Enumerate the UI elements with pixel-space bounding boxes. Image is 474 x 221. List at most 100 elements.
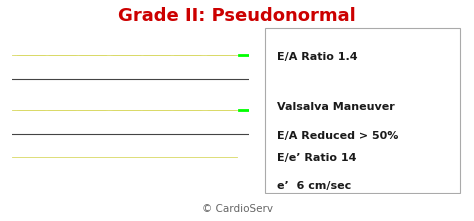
Point: [39, 75, 46, 79]
Point: [92, 74, 100, 78]
Point: [92, 158, 100, 162]
Point: [90, 61, 97, 64]
Point: [158, 81, 165, 85]
Point: [229, 164, 237, 167]
Point: [168, 164, 175, 168]
Point: [142, 119, 150, 123]
Point: [74, 97, 82, 101]
Point: [15, 30, 22, 34]
Point: [181, 38, 188, 42]
FancyBboxPatch shape: [265, 28, 460, 193]
Point: [47, 166, 55, 170]
Point: [239, 50, 247, 53]
Point: [28, 74, 36, 78]
Point: [245, 156, 252, 160]
Point: [100, 96, 108, 100]
Point: [137, 111, 145, 114]
Point: [10, 147, 18, 151]
Point: [60, 126, 68, 130]
Point: [34, 163, 42, 166]
Point: [42, 43, 49, 47]
Point: [241, 29, 248, 32]
Point: [245, 138, 252, 141]
Point: [190, 81, 197, 85]
Point: [74, 83, 82, 87]
Point: [102, 107, 109, 110]
Point: [87, 64, 95, 67]
Point: [239, 48, 247, 52]
Point: [38, 91, 46, 95]
Point: [223, 35, 230, 39]
Point: [56, 127, 64, 131]
Point: [123, 129, 131, 133]
Point: [108, 166, 116, 170]
Point: [244, 54, 252, 58]
Point: [189, 49, 196, 53]
Point: [61, 68, 68, 71]
Point: [173, 189, 181, 192]
Point: [35, 28, 43, 32]
Point: [157, 145, 165, 149]
Point: [182, 181, 190, 185]
Point: [186, 58, 193, 61]
Point: [189, 95, 196, 99]
Point: [107, 139, 114, 143]
Point: [33, 114, 41, 117]
Point: [46, 26, 54, 29]
Point: [209, 175, 217, 178]
Point: [50, 140, 57, 143]
Point: [173, 126, 181, 129]
Point: [109, 186, 117, 189]
Point: [168, 160, 176, 164]
Point: [161, 72, 169, 76]
Point: [36, 187, 44, 191]
Point: [63, 61, 70, 64]
Point: [211, 81, 219, 85]
Point: [108, 164, 115, 168]
Point: [97, 79, 104, 82]
Point: [154, 51, 161, 55]
Point: [173, 92, 180, 95]
Point: [142, 70, 149, 73]
Point: [52, 29, 60, 33]
Point: [97, 137, 104, 140]
Point: [81, 106, 88, 110]
Point: [13, 140, 21, 143]
Point: [91, 102, 99, 106]
Point: [12, 156, 19, 159]
Point: [181, 84, 188, 87]
Point: [208, 148, 216, 151]
Point: [243, 32, 250, 36]
Point: [65, 105, 73, 108]
Point: [214, 185, 222, 189]
Point: [102, 89, 110, 93]
Point: [94, 82, 101, 85]
Point: [197, 154, 205, 158]
Point: [229, 32, 237, 35]
Point: [11, 60, 19, 63]
Point: [129, 188, 137, 192]
Point: [118, 74, 125, 78]
Point: [101, 120, 109, 124]
Point: [31, 179, 38, 182]
Point: [59, 54, 67, 57]
Point: [204, 107, 212, 110]
Point: [147, 162, 155, 165]
Point: [118, 156, 126, 159]
Point: [211, 109, 219, 113]
Point: [119, 87, 127, 90]
Point: [219, 158, 226, 161]
Point: [62, 60, 69, 63]
Point: [163, 142, 171, 146]
Point: [92, 139, 100, 143]
Point: [79, 140, 87, 143]
Point: [104, 164, 111, 167]
Point: [46, 107, 54, 111]
Point: [111, 83, 118, 86]
Point: [87, 70, 94, 73]
Point: [151, 176, 159, 179]
Point: [8, 55, 16, 58]
Point: [50, 70, 58, 74]
Point: [204, 137, 211, 141]
Point: [9, 110, 17, 114]
